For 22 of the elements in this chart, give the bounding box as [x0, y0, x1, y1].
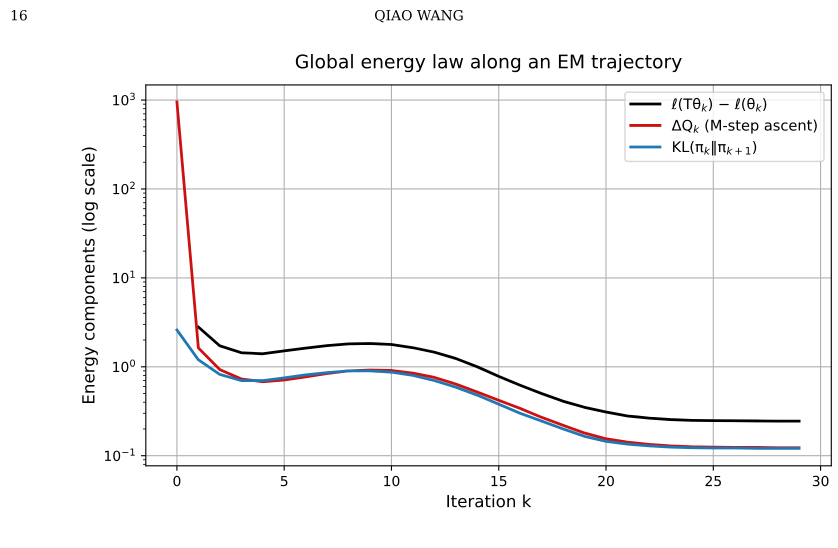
x-axis-title: Iteration k	[447, 494, 532, 508]
x-tick-label: 30	[812, 476, 828, 486]
line-series	[196, 326, 801, 422]
text: 16	[12, 10, 27, 20]
x-tick-label: 20	[598, 476, 614, 486]
line-series	[176, 328, 801, 450]
legend-label: KL(π$_{k}$‖π$_{k+1}$)	[673, 140, 756, 156]
chart-title: Global energy law along an EM trajectory	[296, 54, 682, 72]
x-tick-label: 0	[173, 476, 180, 486]
y-tick-label: 10$^{1}$	[113, 270, 135, 284]
x-tick-label: 10	[384, 476, 400, 486]
y-axis-title: Energy components (log scale)	[82, 148, 98, 404]
y-tick-label: 10$^{0}$	[113, 359, 135, 372]
x-tick-label: 25	[705, 476, 721, 486]
y-tick-label: 10$^{−1}$	[104, 448, 135, 462]
text: QIAO WANG	[374, 10, 463, 22]
y-tick-label: 10$^{3}$	[113, 92, 135, 106]
x-tick-label: 15	[491, 476, 506, 486]
y-tick-label: 10$^{2}$	[113, 182, 135, 194]
x-tick-label: 5	[280, 476, 288, 486]
legend-label: ℓ(Tθ$_{k}$) − ℓ(θ$_{k}$)	[671, 98, 766, 112]
legend-label: ΔQ$_{k}$ (M-step ascent)	[672, 119, 817, 134]
